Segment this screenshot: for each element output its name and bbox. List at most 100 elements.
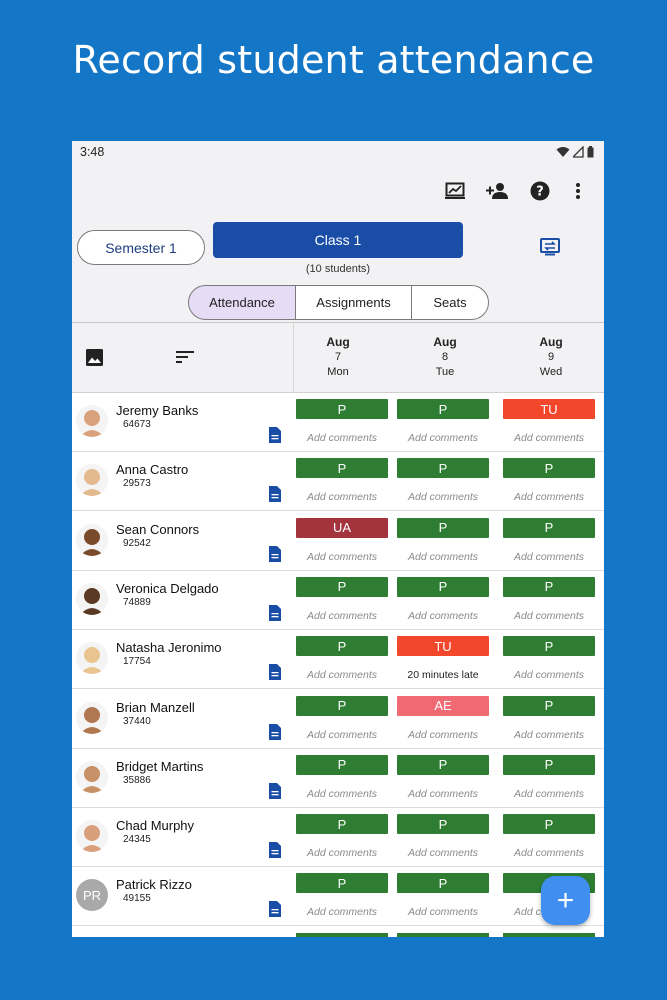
- student-name[interactable]: Sean Connors: [116, 521, 200, 537]
- attendance-status-button[interactable]: TU: [503, 399, 595, 419]
- document-icon[interactable]: [269, 664, 281, 681]
- attendance-comment[interactable]: Add comments: [407, 906, 479, 919]
- attendance-comment[interactable]: Add comments: [306, 728, 378, 741]
- attendance-status-button[interactable]: P: [296, 636, 388, 657]
- attendance-status-button[interactable]: P: [397, 458, 489, 479]
- add-fab-button[interactable]: +: [541, 876, 590, 925]
- attendance-status-button[interactable]: P: [296, 695, 388, 716]
- attendance-status-button[interactable]: P: [503, 695, 595, 716]
- attendance-comment[interactable]: Add comments: [306, 906, 378, 919]
- student-name[interactable]: Jeremy Banks: [116, 403, 199, 418]
- attendance-comment[interactable]: Add comments: [513, 550, 585, 563]
- attendance-comment[interactable]: Add comments: [513, 669, 585, 682]
- attendance-comment[interactable]: Add comments: [306, 550, 378, 563]
- avatar[interactable]: [76, 820, 108, 853]
- student-name[interactable]: Bridget Martins: [116, 758, 204, 774]
- attendance-comment[interactable]: Add comments: [306, 491, 378, 504]
- attendance-comment[interactable]: Add comments: [407, 491, 479, 504]
- attendance-comment[interactable]: Add comments: [513, 728, 585, 741]
- student-name[interactable]: Brian Manzell: [116, 699, 195, 715]
- attendance-status-button[interactable]: AE: [397, 695, 489, 716]
- image-icon[interactable]: [80, 343, 108, 371]
- date-column-0[interactable]: Aug 7 Mon: [285, 335, 391, 380]
- attendance-comment[interactable]: 20 minutes late: [407, 669, 479, 682]
- document-icon[interactable]: [269, 427, 281, 443]
- attendance-comment[interactable]: Add comments: [306, 609, 378, 622]
- attendance-status-button[interactable]: P: [503, 576, 595, 597]
- attendance-status-button[interactable]: P: [503, 458, 595, 479]
- attendance-comment[interactable]: Add comments: [306, 787, 378, 800]
- semester-selector[interactable]: Semester 1: [77, 230, 205, 265]
- attendance-status-button[interactable]: P: [397, 754, 489, 775]
- student-name[interactable]: Anna Castro: [116, 462, 189, 478]
- attendance-comment[interactable]: Add comments: [407, 847, 479, 860]
- attendance-comment[interactable]: Add comments: [306, 669, 378, 682]
- document-icon[interactable]: [269, 545, 281, 562]
- date-column-2[interactable]: Aug 9 Wed: [498, 335, 604, 380]
- attendance-comment[interactable]: Add comments: [407, 787, 479, 800]
- document-icon[interactable]: [269, 723, 281, 740]
- attendance-status-button[interactable]: [296, 932, 388, 937]
- attendance-status-button[interactable]: P: [397, 873, 489, 894]
- document-icon[interactable]: [269, 782, 281, 799]
- attendance-comment[interactable]: Add comments: [513, 432, 585, 444]
- attendance-comment[interactable]: Add comments: [306, 847, 378, 860]
- report-chart-icon[interactable]: [441, 177, 469, 205]
- avatar[interactable]: [76, 582, 108, 615]
- attendance-status-button[interactable]: UA: [296, 517, 388, 538]
- attendance-comment[interactable]: Add comments: [513, 787, 585, 800]
- attendance-comment[interactable]: Add comments: [407, 728, 479, 741]
- student-name[interactable]: Natasha Jeronimo: [116, 640, 222, 656]
- sort-icon[interactable]: [171, 343, 199, 371]
- date-column-1[interactable]: Aug 8 Tue: [392, 335, 498, 380]
- attendance-status-button[interactable]: [503, 932, 595, 937]
- attendance-status-button[interactable]: P: [296, 814, 388, 835]
- help-icon[interactable]: ?: [526, 177, 554, 205]
- attendance-comment[interactable]: Add comments: [306, 432, 378, 444]
- attendance-status-button[interactable]: P: [397, 517, 489, 538]
- more-vert-icon[interactable]: [564, 177, 592, 205]
- student-name[interactable]: Veronica Delgado: [116, 580, 219, 596]
- attendance-status-button[interactable]: P: [503, 754, 595, 775]
- student-name[interactable]: Chad Murphy: [116, 818, 195, 834]
- document-icon[interactable]: [269, 842, 281, 859]
- attendance-status-button[interactable]: P: [296, 458, 388, 479]
- attendance-status-button[interactable]: P: [503, 814, 595, 835]
- attendance-comment[interactable]: Add comments: [407, 550, 479, 563]
- class-selector[interactable]: Class 1: [213, 222, 463, 258]
- tab-assignments[interactable]: Assignments: [295, 285, 412, 320]
- student-name[interactable]: Patrick Rizzo: [116, 877, 192, 893]
- switch-class-icon[interactable]: [536, 233, 564, 261]
- avatar-initials[interactable]: PR: [76, 879, 108, 912]
- attendance-comment[interactable]: Add comments: [407, 609, 479, 622]
- attendance-status-button[interactable]: P: [503, 517, 595, 538]
- attendance-status-button[interactable]: P: [397, 576, 489, 597]
- attendance-comment[interactable]: Add comments: [513, 609, 585, 622]
- attendance-status-button[interactable]: P: [296, 576, 388, 597]
- attendance-status-button[interactable]: P: [296, 399, 388, 419]
- avatar[interactable]: [76, 701, 108, 734]
- document-icon[interactable]: [269, 486, 281, 503]
- attendance-status-button[interactable]: P: [397, 814, 489, 835]
- attendance-cell: P Add comments: [502, 512, 604, 571]
- student-id: 35886: [123, 774, 151, 786]
- attendance-status-button[interactable]: TU: [397, 636, 489, 657]
- avatar[interactable]: [76, 642, 108, 675]
- attendance-status-button[interactable]: P: [503, 636, 595, 657]
- avatar[interactable]: [76, 405, 108, 437]
- add-person-icon[interactable]: [483, 177, 511, 205]
- attendance-status-button[interactable]: P: [296, 754, 388, 775]
- tab-seats[interactable]: Seats: [411, 285, 489, 320]
- avatar[interactable]: [76, 760, 108, 793]
- attendance-comment[interactable]: Add comments: [513, 847, 585, 860]
- avatar[interactable]: [76, 464, 108, 497]
- document-icon[interactable]: [269, 604, 281, 621]
- tab-attendance[interactable]: Attendance: [188, 285, 296, 320]
- attendance-status-button[interactable]: P: [296, 873, 388, 894]
- avatar[interactable]: [76, 523, 108, 556]
- attendance-comment[interactable]: Add comments: [407, 432, 479, 444]
- document-icon[interactable]: [269, 901, 281, 918]
- attendance-status-button[interactable]: P: [397, 399, 489, 419]
- attendance-status-button[interactable]: [397, 932, 489, 937]
- attendance-comment[interactable]: Add comments: [513, 491, 585, 504]
